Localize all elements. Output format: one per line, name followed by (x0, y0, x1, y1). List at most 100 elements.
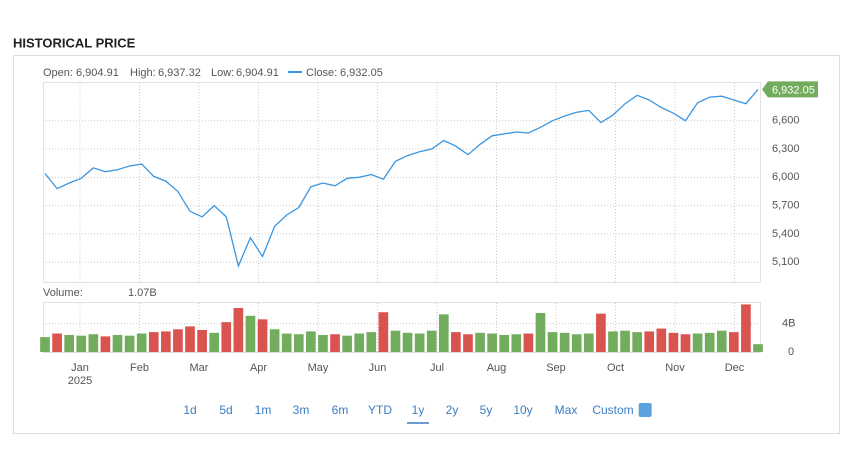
volume-bar (571, 334, 582, 352)
volume-bar (124, 335, 135, 352)
x-tick-label: Oct (607, 362, 624, 374)
volume-bar (148, 332, 159, 352)
close: 6,932.05 (340, 67, 383, 79)
x-tick-label: Nov (665, 362, 685, 374)
range-button[interactable]: 2y (446, 403, 459, 417)
volume-bar (547, 332, 558, 352)
volume-bar (293, 334, 304, 352)
volume-bar (257, 319, 268, 352)
volume-bar (535, 312, 546, 352)
open-label: Open: (43, 67, 73, 79)
volume-bar (668, 332, 679, 352)
volume-bar (76, 335, 87, 352)
x-tick-label: Dec (725, 362, 745, 374)
volume-bar (366, 332, 377, 352)
volume-bar (692, 333, 703, 352)
volume-bar (197, 329, 207, 352)
volume-bar (136, 333, 147, 352)
volume-bar (354, 333, 365, 352)
volume-bar (342, 335, 352, 352)
calendar-icon[interactable] (638, 403, 652, 417)
range-button[interactable]: 1d (183, 403, 196, 417)
panel (13, 55, 840, 434)
volume-bar (402, 332, 413, 352)
x-tick-label: Sep (546, 362, 566, 374)
volume-bar (64, 334, 75, 352)
last-price: 6,932.05 (772, 84, 815, 96)
ohlc-info: Open: 6,904.91 High: 6,937.32 Low: 6,904… (43, 67, 383, 299)
volume-bar (499, 334, 510, 352)
volume-bar (753, 344, 763, 352)
range-button[interactable]: 5d (219, 403, 232, 417)
volume-bar (608, 331, 618, 352)
y-tick-label: 5,700 (772, 200, 800, 212)
x-tick-label: Jan (71, 362, 89, 374)
volume-bar (390, 330, 401, 352)
last-price-tag (762, 81, 818, 98)
x-tick-label: Mar (190, 362, 209, 374)
volume-bar (741, 304, 751, 352)
volume-bar (644, 331, 655, 352)
y-tick-label: 6,000 (772, 171, 800, 183)
y-tick-label: 5,400 (772, 228, 800, 240)
volume-bar (596, 313, 606, 352)
y-tick-label: 6,600 (772, 115, 800, 127)
range-button[interactable]: 3m (293, 403, 310, 417)
volume-tick-label: 0 (788, 346, 794, 358)
volume-bar (185, 326, 195, 352)
range-button[interactable]: 5y (480, 403, 493, 417)
volume-tick-label: 4B (782, 318, 795, 330)
range-button[interactable]: 6m (332, 403, 349, 417)
volume-bar (378, 312, 389, 352)
price-frame (43, 82, 761, 283)
volume-frame (43, 302, 761, 353)
price-line (44, 88, 759, 269)
volume-bar (716, 330, 727, 352)
volume-bar (100, 336, 111, 352)
range-button[interactable]: YTD (368, 403, 392, 417)
volume-bar (161, 331, 171, 352)
close-label: Close: (306, 67, 337, 79)
volume-label: Volume: (43, 287, 83, 299)
x-tick-label: Aug (487, 362, 507, 374)
range-button[interactable]: 10y (513, 403, 532, 417)
volume-bar (414, 333, 425, 352)
title: HISTORICAL PRICE (13, 35, 136, 50)
volume-bar (233, 307, 244, 352)
range-button[interactable]: 1y (412, 403, 425, 417)
high: 6,937.32 (158, 67, 201, 79)
volume-bar (583, 333, 594, 352)
volume-bar (511, 334, 522, 352)
volume-bar (620, 330, 630, 352)
volume-bar (475, 332, 485, 352)
volume-bar (318, 334, 328, 352)
volume-bar (281, 333, 292, 352)
x-tick-label: Jul (430, 362, 444, 374)
range-button[interactable]: Max (555, 403, 578, 417)
volume-value: 1.07B (128, 287, 157, 299)
volume-bar (438, 314, 449, 352)
volume-bar (269, 329, 280, 352)
volume-bar (306, 331, 316, 352)
volume-bar (559, 332, 570, 352)
x-tick-label: May (308, 362, 329, 374)
volume-bar (173, 329, 183, 352)
volume-bar (632, 332, 642, 352)
low-label: Low: (211, 67, 234, 79)
volume-bar (40, 337, 50, 352)
x-tick-label: Feb (130, 362, 149, 374)
volume-bar (52, 333, 62, 352)
x-tick-label: Apr (250, 362, 267, 374)
volume-bar (656, 328, 667, 352)
volume-bar (112, 334, 123, 352)
range-button[interactable]: 1m (255, 403, 272, 417)
volume-bar (209, 332, 220, 352)
x-year-label: 2025 (68, 375, 92, 387)
range-button[interactable]: Custom (592, 403, 633, 417)
y-tick-label: 5,100 (772, 256, 800, 268)
volume-bar (487, 333, 497, 352)
volume-bar (728, 332, 739, 352)
y-tick-label: 6,300 (772, 143, 800, 155)
